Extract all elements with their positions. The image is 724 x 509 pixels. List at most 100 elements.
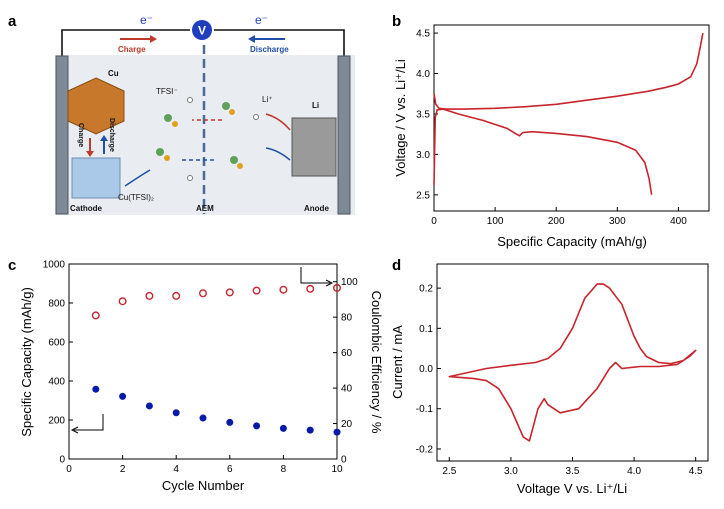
anode-plate [337,55,351,215]
chart-c-ytick-label: 1000 [43,260,66,271]
aem-label: AEM [196,204,214,213]
chart-c-y2tick-label: 80 [341,313,353,324]
chart-c-y2tick-label: 60 [341,348,353,359]
tfsi-molecule-icons [156,102,243,169]
cu-label: Cu [108,69,119,78]
chart-c-ylabel: Specific Capacity (mAh/g) [19,287,34,437]
ion-icon [187,97,193,103]
chart-c-capacity-point [199,414,207,422]
chart-c-capacity-point [253,422,261,430]
chart-d-xtick-label: 3.5 [566,466,580,477]
chart-d-ytick-label: -0.2 [416,444,434,455]
chart-c-y2label: Coulombic Efficiency / % [369,291,384,434]
chart-c-efficiency-point [306,284,315,293]
li-discharge-arrow [265,147,291,161]
chart-c-capacity-point [119,392,127,400]
chart-c-efficiency-point [252,286,261,295]
chart-c-xtick-label: 6 [227,464,233,475]
chart-c-xtick-label: 2 [120,464,126,475]
chart-b-xtick-label: 200 [548,216,565,227]
discharge-arrowhead [248,35,255,43]
li-label: Li [312,101,319,110]
chart-d-xtick-label: 2.5 [442,466,456,477]
chart-b-xtick-label: 0 [431,216,437,227]
chart-c-capacity-point [226,418,234,426]
chart-d-cv-line [448,283,697,442]
ion-icon [253,114,259,120]
chart-c-frame [68,263,338,460]
chart-d-ytick-label: 0.0 [419,364,433,375]
right-axis-pointer [300,267,330,284]
chart-d-ytick-label: 0.1 [419,324,433,335]
chart-c-xtick-label: 8 [281,464,287,475]
chart-b: Specific Capacity (mAh/g) Voltage / V vs… [393,24,710,249]
charge-label: Charge [118,45,146,54]
chart-b-xtick-label: 300 [609,216,626,227]
chart-c-capacity-point [172,409,180,417]
chart-c-efficiency-point [91,311,100,320]
chart-c-efficiency-point [198,289,207,298]
cu-crystal-icon [67,77,125,135]
chart-c-efficiency-point [118,297,127,306]
chart-c-capacity-point [333,428,341,436]
li-charge-arrow [265,113,291,131]
side-charge-label: Charge [77,123,84,147]
chart-c-capacity-point [306,426,314,434]
chart-b-ylabel: Voltage / V vs. Li⁺/Li [393,59,408,177]
chart-c-capacity-point [92,385,100,393]
cathode-label: Cathode [70,204,103,213]
chart-c-efficiency-point [225,288,234,297]
cutfsi-arrow [124,169,151,187]
chart-b-ytick-label: 4.0 [416,69,430,80]
ion-icon [187,175,193,181]
discharge-label: Discharge [250,45,289,54]
side-discharge-arrowhead [100,135,108,141]
anode-label: Anode [304,204,329,213]
chart-c-capacity-point [145,402,153,410]
chart-b-charge-line [433,32,704,110]
chart-b-ytick-label: 2.5 [416,190,430,201]
tfsi-label: TFSI⁻ [156,87,178,96]
chart-d-ytick-label: 0.2 [419,284,433,295]
chart-d-ylabel: Current / mA [390,325,405,399]
chart-d-ytick-label: -0.1 [416,404,434,415]
panel-label-a: a [8,13,17,30]
right-axis-pointer-head [325,279,334,287]
chart-b-xtick-label: 100 [487,216,504,227]
panel-label-b: b [392,13,401,30]
chart-c-xlabel: Cycle Number [162,478,245,493]
chart-d-frame [436,263,709,462]
chart-b-xtick-label: 400 [670,216,687,227]
chart-c-y2tick-label: 20 [341,419,353,430]
chart-c-xtick-label: 10 [331,464,343,475]
chart-b-xlabel: Specific Capacity (mAh/g) [497,234,647,249]
chart-c-xtick-label: 4 [173,464,179,475]
chart-d-xlabel: Voltage V vs. Li⁺/Li [517,481,627,496]
left-axis-pointer [74,414,104,431]
chart-c-y2tick-label: 0 [341,455,347,466]
left-axis-pointer-head [70,426,79,434]
chart-d: Voltage V vs. Li⁺/Li Current / mA 2.5 3.0… [390,263,709,496]
chart-c-efficiency-point [279,285,288,294]
side-discharge-label: Discharge [108,118,115,152]
chart-c-efficiency-point [172,291,181,300]
li-block-icon [291,117,337,177]
cutfsi-cube-icon [71,157,121,199]
panel-label-d: d [392,257,401,274]
voltmeter-label: V [198,24,206,38]
chart-c-xtick-label: 0 [66,464,72,475]
side-charge-arrowhead [86,151,94,157]
voltmeter-icon [192,20,212,40]
li-ion-label: Li⁺ [262,95,272,104]
chart-c: Cycle Number Specific Capacity (mAh/g) C… [19,260,384,494]
chart-b-ytick-label: 3.0 [416,150,430,161]
cathode-plate [55,55,69,215]
chart-c-y2tick-label: 100 [341,277,358,288]
chart-b-discharge-line [433,108,653,195]
chart-c-efficiency-point [145,291,154,300]
chart-b-ytick-label: 3.5 [416,109,430,120]
chart-d-xtick-label: 4.0 [627,466,641,477]
chart-c-ytick-label: 400 [48,377,65,388]
cutfsi-label: Cu(TFSI)₂ [118,193,154,202]
